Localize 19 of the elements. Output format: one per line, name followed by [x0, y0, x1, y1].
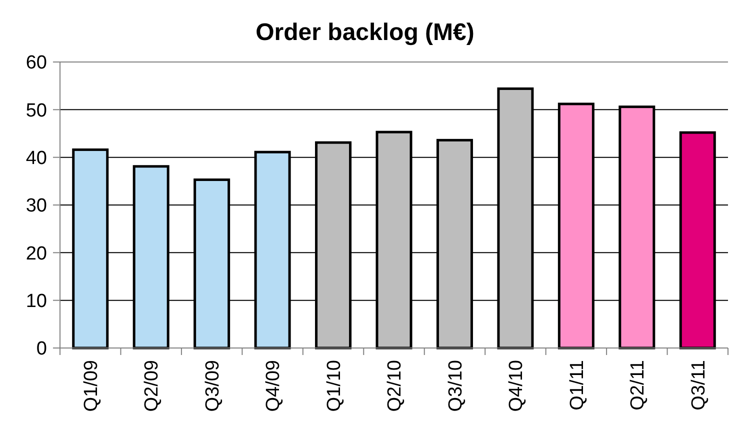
y-tick-label: 0	[36, 338, 47, 360]
y-tick-label: 60	[26, 52, 47, 74]
x-tick-label: Q3/11	[688, 360, 710, 410]
x-tick-label: Q3/10	[445, 360, 466, 412]
x-tick-label: Q2/10	[384, 360, 406, 412]
y-tick-label: 40	[26, 148, 47, 169]
x-tick-label: Q1/09	[81, 360, 102, 412]
x-tick-label: Q2/09	[142, 360, 163, 412]
x-tick-label: Q3/09	[202, 360, 224, 412]
x-tick-label: Q4/10	[506, 360, 528, 412]
x-tick-label: Q2/11	[628, 360, 649, 410]
x-tick-label: Q1/11	[566, 360, 588, 410]
y-tick-label: 30	[26, 196, 47, 217]
y-tick-label: 50	[26, 100, 47, 122]
x-tick-label: Q4/09	[263, 360, 284, 412]
y-tick-label: 10	[26, 290, 47, 312]
y-tick-label: 20	[26, 243, 47, 264]
x-tick-label: Q1/10	[324, 360, 345, 412]
chart-title: Order backlog (M€)	[256, 19, 474, 46]
